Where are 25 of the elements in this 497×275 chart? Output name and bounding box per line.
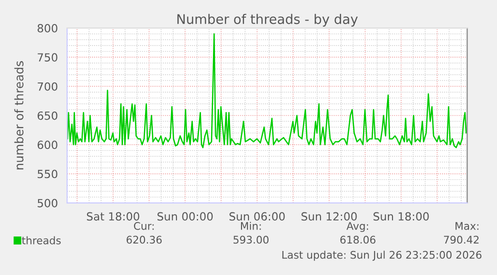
- text: 790.42: [444, 236, 479, 244]
- y-tick-label: 750: [38, 53, 58, 62]
- x-tick-label: Sun 06:00: [230, 212, 285, 221]
- x-tick-label: Sat 18:00: [86, 212, 140, 221]
- x-tick-label: Sun 00:00: [158, 212, 213, 221]
- chart-title: Number of threads - by day: [177, 14, 358, 27]
- text: 620.36: [126, 236, 162, 244]
- y-tick-label: 550: [38, 170, 58, 178]
- y-axis-title: number of threads: [14, 61, 24, 170]
- text: Cur:: [134, 222, 154, 230]
- x-tick-label: Sun 12:00: [302, 212, 357, 221]
- text: 593.00: [234, 236, 269, 244]
- text: Last update: Sun Jul 26 23:25:00 2026: [282, 250, 482, 261]
- y-tick-label: 650: [38, 111, 58, 120]
- y-tick-label: 500: [38, 198, 58, 208]
- text: Max:: [456, 222, 478, 230]
- y-tick-label: 800: [38, 24, 58, 32]
- x-tick-label: Sun 18:00: [374, 212, 429, 221]
- text: 618.06: [340, 236, 376, 244]
- line-series: [67, 33, 467, 148]
- text: Min:: [241, 222, 261, 230]
- y-tick-label: 700: [38, 82, 58, 91]
- y-tick-label: 600: [38, 140, 58, 150]
- legend-label: threads: [22, 236, 61, 244]
- text: Avg:: [346, 222, 368, 232]
